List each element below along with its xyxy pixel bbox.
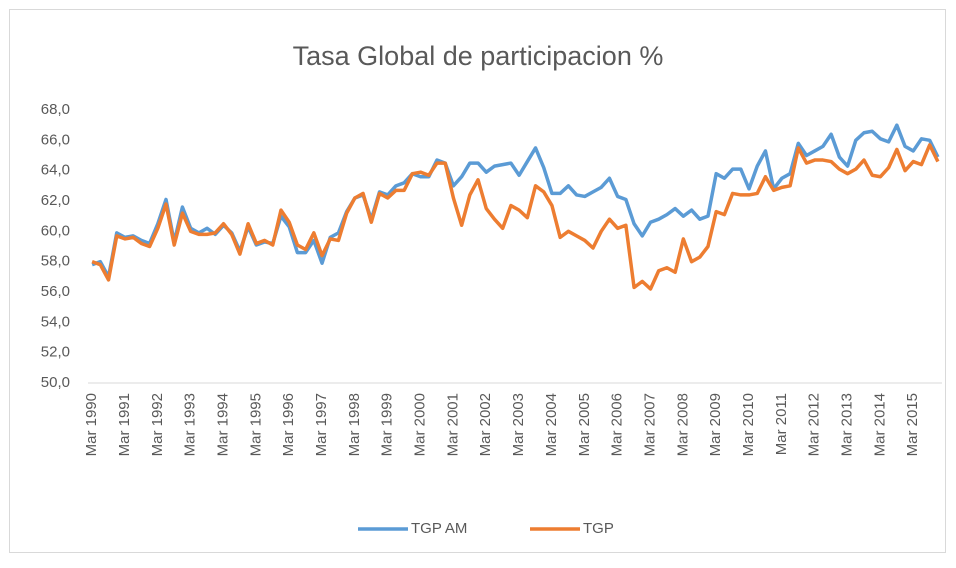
x-tick-label: Mar 1996 (280, 393, 297, 456)
x-tick-label: Mar 2015 (904, 393, 921, 456)
y-tick-label: 58,0 (41, 253, 70, 270)
y-tick-label: 52,0 (41, 344, 70, 361)
x-tick-label: Mar 2002 (477, 393, 494, 456)
x-tick-label: Mar 1994 (214, 393, 231, 456)
x-tick-label: Mar 1997 (313, 393, 330, 456)
x-tick-label: Mar 2005 (576, 393, 593, 456)
series-line (91, 143, 940, 291)
x-tick-label: Mar 2003 (510, 393, 527, 456)
x-tick-label: Mar 2007 (641, 393, 658, 456)
x-tick-label: Mar 1999 (379, 393, 396, 456)
x-tick-label: Mar 2004 (543, 393, 560, 456)
y-tick-label: 68,0 (41, 101, 70, 118)
x-tick-label: Mar 2006 (609, 393, 626, 456)
y-tick-label: 50,0 (41, 374, 70, 391)
y-tick-label: 66,0 (41, 131, 70, 148)
x-tick-label: Mar 2009 (707, 393, 724, 456)
x-tick-label: Mar 2011 (773, 393, 790, 455)
x-tick-label: Mar 2001 (444, 393, 461, 456)
legend-label: TGP (583, 520, 614, 537)
x-tick-label: Mar 2014 (871, 393, 888, 456)
x-tick-label: Mar 2012 (806, 393, 823, 456)
x-tick-label: Mar 2013 (839, 393, 856, 456)
chart-frame (9, 9, 946, 553)
chart-title: Tasa Global de participacion % (293, 41, 664, 71)
x-tick-label: Mar 1992 (149, 393, 166, 456)
x-tick-label: Mar 2000 (412, 393, 429, 456)
x-tick-label: Mar 1991 (116, 393, 133, 456)
x-tick-label: Mar 2010 (740, 393, 757, 456)
y-tick-label: 60,0 (41, 222, 70, 239)
legend-label: TGP AM (411, 520, 467, 537)
x-tick-label: Mar 2008 (674, 393, 691, 456)
x-tick-label: Mar 1990 (83, 393, 100, 456)
x-tick-label: Mar 1993 (182, 393, 199, 456)
y-tick-label: 56,0 (41, 283, 70, 300)
y-tick-label: 62,0 (41, 192, 70, 209)
x-tick-label: Mar 1998 (346, 393, 363, 456)
x-tick-label: Mar 1995 (247, 393, 264, 456)
y-tick-label: 54,0 (41, 313, 70, 330)
y-tick-label: 64,0 (41, 162, 70, 179)
